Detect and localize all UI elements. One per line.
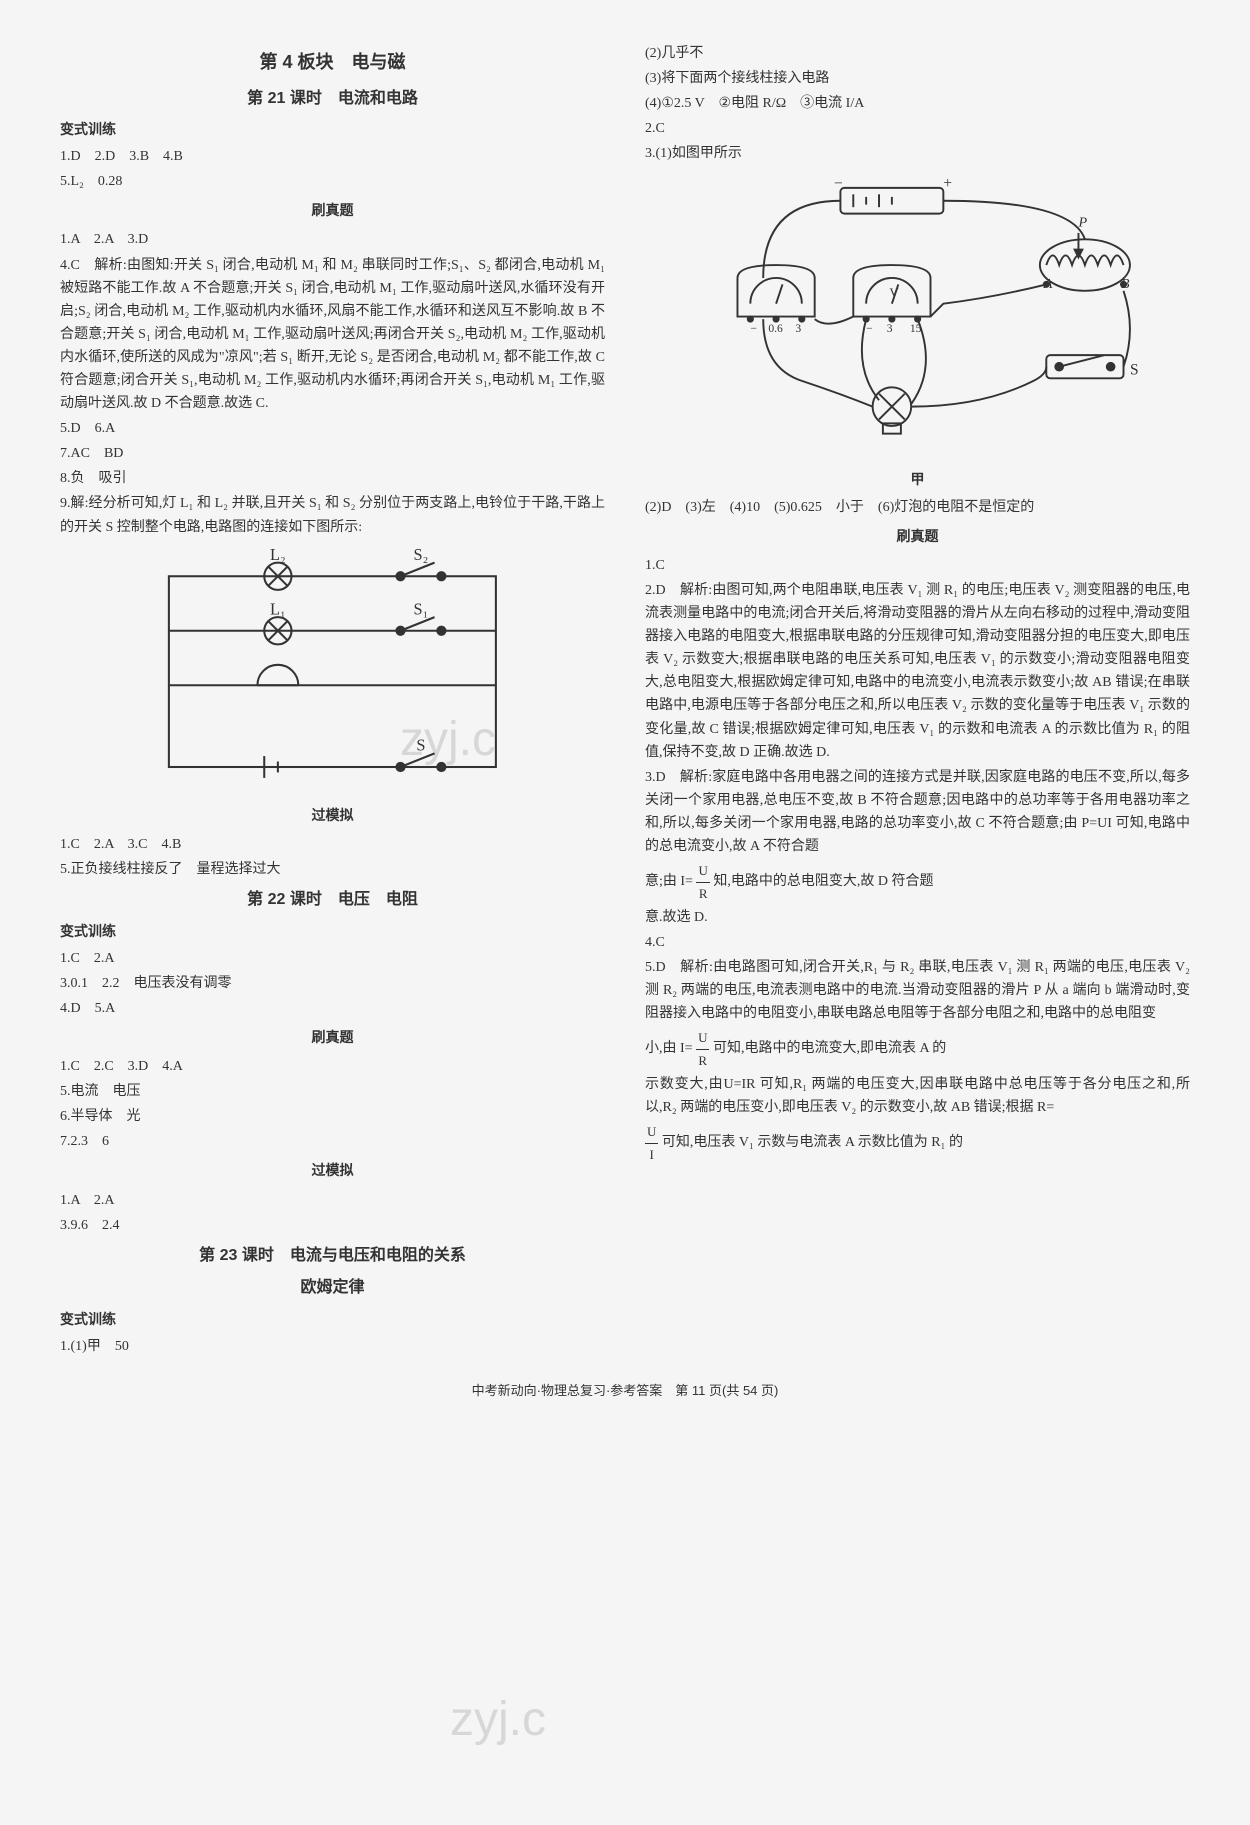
lesson-23-title-2: 欧姆定律 [60, 1275, 605, 1301]
q3-explanation-pre: 3.D 解析:家庭电路中各用电器之间的连接方式是并联,因家庭电路的电压不变,所以… [645, 766, 1190, 858]
answer-line: 1.A 2.A 3.D [60, 228, 605, 251]
q2-explanation: 2.D 解析:由图可知,两个电阻串联,电压表 V₁ 测 R₁ 的电压;电压表 V… [645, 579, 1190, 764]
real-heading: 刷真题 [645, 525, 1190, 548]
answer-line: 3.0.1 2.2 电压表没有调零 [60, 972, 605, 995]
answer-line: 1.C 2.A [60, 947, 605, 970]
fraction-icon: UR [696, 1027, 709, 1071]
variant-heading: 变式训练 [60, 920, 605, 943]
svg-text:S: S [1130, 362, 1139, 379]
lesson-22-title: 第 22 课时 电压 电阻 [60, 887, 605, 913]
real-heading: 刷真题 [60, 199, 605, 222]
q3-explanation-mid: 意;由 I= UR 知,电路中的总电阻变大,故 D 符合题 [645, 860, 1190, 904]
svg-text:S₂: S₂ [414, 549, 429, 564]
svg-text:L₁: L₁ [270, 599, 286, 618]
lesson-23-title-1: 第 23 课时 电流与电压和电阻的关系 [60, 1243, 605, 1269]
q5-explanation-mid: 小,由 I= UR 可知,电路中的电流变大,即电流表 A 的 [645, 1027, 1190, 1071]
svg-text:−: − [866, 322, 873, 335]
block-title: 第 4 板块 电与磁 [60, 48, 605, 78]
q3-rest: (2)D (3)左 (4)10 (5)0.625 小于 (6)灯泡的电阻不是恒定… [645, 496, 1190, 519]
q3-explanation-end: 意.故选 D. [645, 906, 1190, 929]
answer-line: 5.L₂ 0.28 [60, 170, 605, 193]
q4-explanation: 4.C 解析:由图知:开关 S₁ 闭合,电动机 M₁ 和 M₂ 串联同时工作;S… [60, 254, 605, 416]
answer-line: (3)将下面两个接线柱接入电路 [645, 67, 1190, 90]
answer-line: 7.AC BD [60, 442, 605, 465]
svg-text:−: − [750, 322, 757, 335]
svg-text:S₁: S₁ [414, 599, 429, 618]
left-column: 第 4 板块 电与磁 第 21 课时 电流和电路 变式训练 1.D 2.D 3.… [60, 40, 605, 1360]
answer-line: (2)几乎不 [645, 42, 1190, 65]
answer-line: 1.(1)甲 50 [60, 1335, 605, 1358]
answer-line: 8.负 吸引 [60, 467, 605, 490]
page-footer: 中考新动向·物理总复习·参考答案 第 11 页(共 54 页) [60, 1380, 1190, 1401]
svg-text:3: 3 [795, 322, 801, 335]
watermark: zyj.c [450, 1680, 546, 1759]
svg-text:V: V [889, 287, 899, 301]
svg-text:P: P [1077, 215, 1087, 231]
text: 3.D 解析:家庭电路中各用电器之间的连接方式是并联,因家庭电路的电压不变,所以… [645, 770, 1190, 854]
answer-line: 1.A 2.A [60, 1189, 605, 1212]
fraction-icon: UR [696, 860, 709, 904]
variant-heading: 变式训练 [60, 118, 605, 141]
answer-line: 5.正负接线柱接反了 量程选择过大 [60, 858, 605, 881]
svg-text:+: + [943, 175, 952, 192]
answer-line: 4.D 5.A [60, 997, 605, 1020]
svg-text:0.6: 0.6 [768, 322, 783, 335]
answer-line: 6.半导体 光 [60, 1105, 605, 1128]
variant-heading: 变式训练 [60, 1308, 605, 1331]
text: 可知,电路中的电流变大,即电流表 A 的 [713, 1042, 946, 1057]
q9-explanation: 9.解:经分析可知,灯 L₁ 和 L₂ 并联,且开关 S₁ 和 S₂ 分别位于两… [60, 492, 605, 538]
answer-line: 1.C 2.C 3.D 4.A [60, 1055, 605, 1078]
svg-text:3: 3 [887, 322, 893, 335]
circuit-diagram-2: − + − 0.6 3 V − 3 [686, 175, 1149, 458]
circuit-diagram-1: L₂ S₂ L₁ S₁ [128, 549, 537, 794]
svg-text:−: − [834, 175, 843, 192]
sim-heading: 过模拟 [60, 804, 605, 827]
svg-text:L₂: L₂ [270, 549, 286, 564]
answer-line: 2.C [645, 117, 1190, 140]
q5-explanation-post: 示数变大,由U=IR 可知,R₁ 两端的电压变大,因串联电路中总电压等于各分电压… [645, 1073, 1190, 1119]
answer-line: 5.D 6.A [60, 417, 605, 440]
lesson-21-title: 第 21 课时 电流和电路 [60, 86, 605, 112]
sim-heading: 过模拟 [60, 1159, 605, 1182]
real-heading: 刷真题 [60, 1026, 605, 1049]
q5-explanation-pre: 5.D 解析:由电路图可知,闭合开关,R₁ 与 R₂ 串联,电压表 V₁ 测 R… [645, 956, 1190, 1025]
answer-line: 3.(1)如图甲所示 [645, 142, 1190, 165]
right-column: (2)几乎不 (3)将下面两个接线柱接入电路 (4)①2.5 V ②电阻 R/Ω… [645, 40, 1190, 1360]
answer-line: 4.C [645, 931, 1190, 954]
answer-line: (4)①2.5 V ②电阻 R/Ω ③电流 I/A [645, 92, 1190, 115]
q5-explanation-end: UI 可知,电压表 V₁ 示数与电流表 A 示数比值为 R₁ 的 [645, 1121, 1190, 1165]
text: 意;由 I= [645, 874, 693, 889]
svg-text:S: S [417, 735, 426, 754]
answer-line: 7.2.3 6 [60, 1130, 605, 1153]
answer-line: 1.C [645, 554, 1190, 577]
answer-line: 5.电流 电压 [60, 1080, 605, 1103]
answer-line: 1.D 2.D 3.B 4.B [60, 145, 605, 168]
answer-line: 3.9.6 2.4 [60, 1214, 605, 1237]
text: 知,电路中的总电阻变大,故 D 符合题 [713, 874, 933, 889]
figure-caption: 甲 [645, 469, 1190, 492]
page-content: 第 4 板块 电与磁 第 21 课时 电流和电路 变式训练 1.D 2.D 3.… [60, 40, 1190, 1360]
text: 小,由 I= [645, 1042, 693, 1057]
answer-line: 1.C 2.A 3.C 4.B [60, 833, 605, 856]
fraction-icon: UI [645, 1121, 658, 1165]
text: 可知,电压表 V₁ 示数与电流表 A 示数比值为 R₁ 的 [662, 1136, 963, 1151]
